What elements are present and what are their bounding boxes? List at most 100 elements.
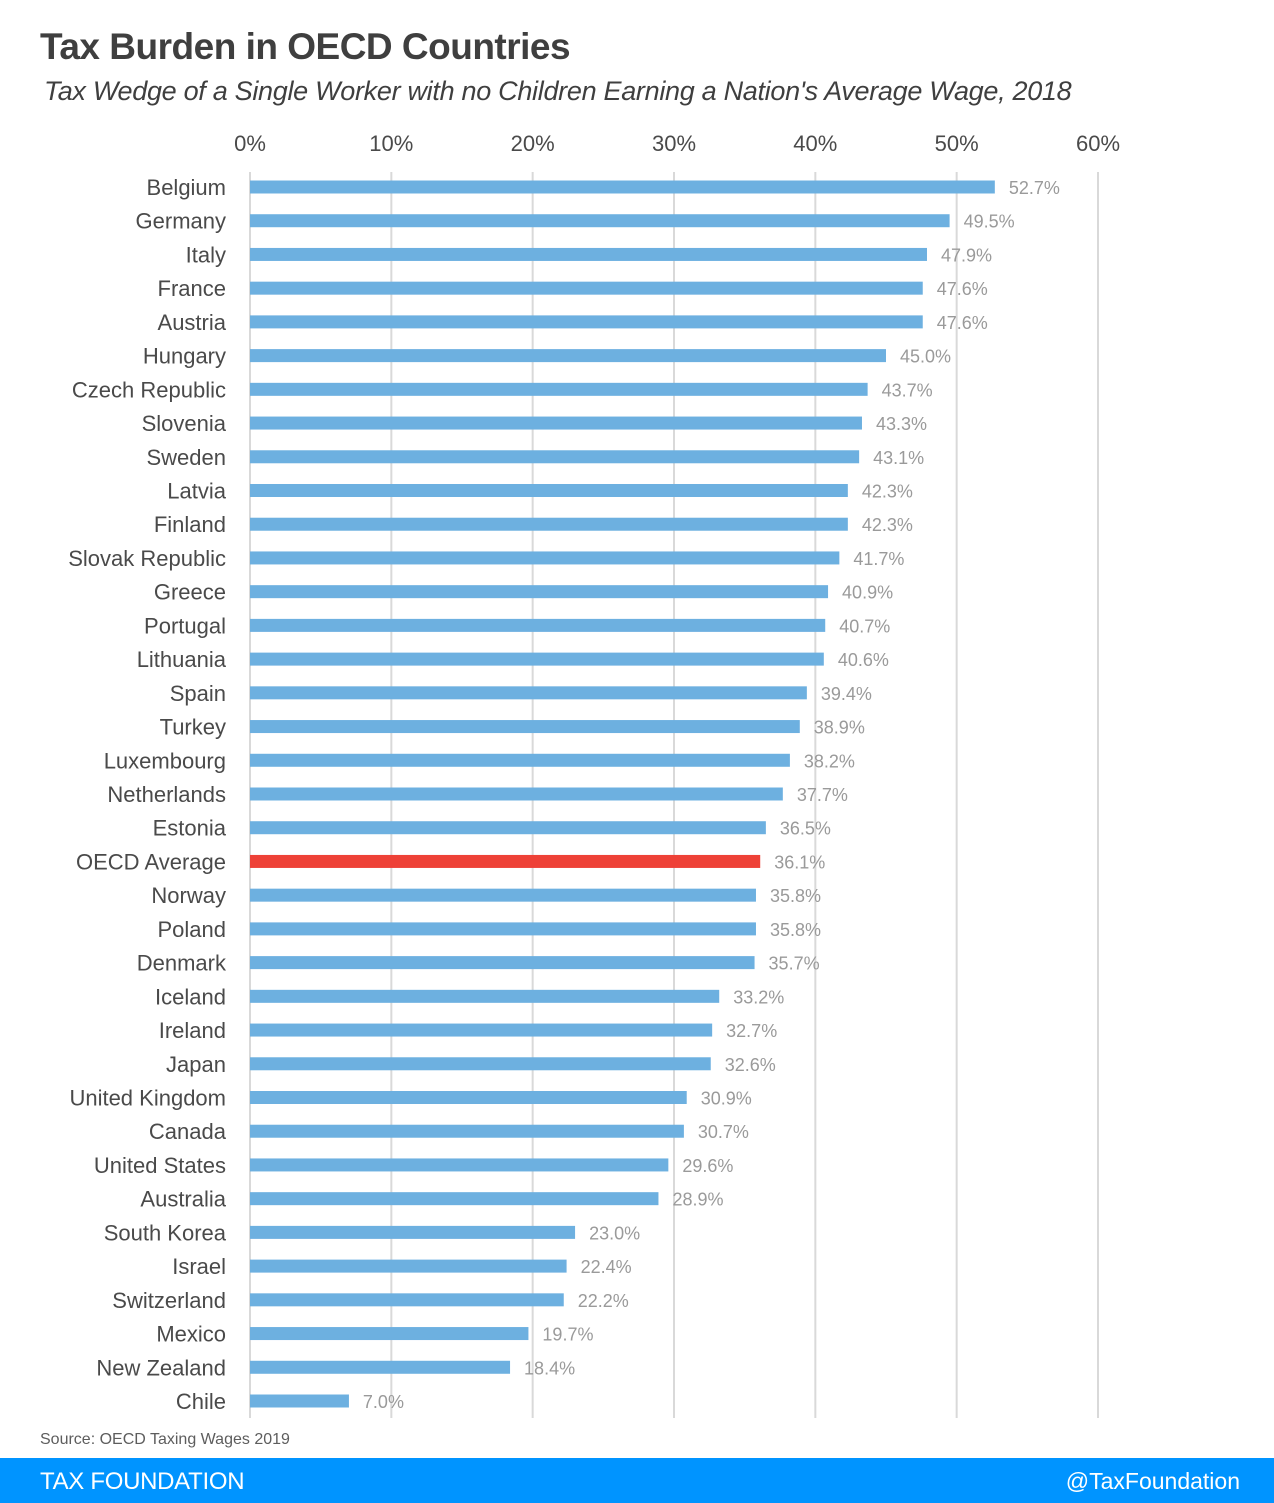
bar xyxy=(250,1225,576,1239)
bar xyxy=(250,686,807,700)
bar xyxy=(250,551,840,565)
bar xyxy=(250,1192,659,1206)
category-label: Italy xyxy=(186,242,226,267)
bars xyxy=(250,180,995,1408)
bar xyxy=(250,922,756,936)
category-label: Mexico xyxy=(156,1322,226,1347)
value-label: 36.5% xyxy=(780,819,831,839)
value-label: 40.9% xyxy=(842,583,893,603)
category-label: Iceland xyxy=(155,984,226,1009)
category-label: Luxembourg xyxy=(104,748,226,773)
category-label: Denmark xyxy=(137,951,227,976)
value-label: 29.6% xyxy=(682,1156,733,1176)
bar xyxy=(250,416,862,430)
bar xyxy=(250,1023,713,1037)
category-label: Latvia xyxy=(167,479,226,504)
value-label: 37.7% xyxy=(797,785,848,805)
bar xyxy=(250,517,848,531)
bar xyxy=(250,956,755,970)
bar xyxy=(250,484,848,497)
category-label: Sweden xyxy=(146,445,226,470)
category-label: Canada xyxy=(149,1119,227,1144)
value-label: 38.2% xyxy=(804,751,855,771)
category-label: Netherlands xyxy=(107,782,226,807)
bar xyxy=(250,1057,711,1071)
category-label: Switzerland xyxy=(112,1288,226,1313)
x-tick-label: 50% xyxy=(935,131,979,156)
bar xyxy=(250,787,783,801)
value-labels: 52.7% 49.5% 47.9% 47.6% 47.6% 45.0% 43.7% 43.3%… xyxy=(363,178,1060,1412)
category-label: Belgium xyxy=(147,175,226,200)
bar xyxy=(250,180,995,194)
bar xyxy=(250,585,829,599)
category-label: Chile xyxy=(176,1389,226,1414)
bar xyxy=(250,214,950,228)
value-label: 36.1% xyxy=(774,852,825,872)
x-axis-ticks: 0% 10% 20% 30% 40% 50% 60% xyxy=(234,131,1120,156)
category-label: South Korea xyxy=(104,1220,227,1245)
category-label: Poland xyxy=(157,917,226,942)
x-tick-label: 0% xyxy=(234,131,266,156)
category-label: Czech Republic xyxy=(72,377,226,402)
category-label: Austria xyxy=(158,310,227,335)
bar xyxy=(250,821,766,835)
bar xyxy=(250,1327,529,1341)
category-label: Norway xyxy=(151,883,226,908)
category-label: United States xyxy=(94,1153,226,1178)
bar xyxy=(250,652,824,666)
source-note: Source: OECD Taxing Wages 2019 xyxy=(40,1431,290,1448)
category-label: Finland xyxy=(154,512,226,537)
category-label: Portugal xyxy=(144,613,226,638)
value-label: 45.0% xyxy=(900,347,951,367)
bar xyxy=(250,349,886,363)
value-label: 22.4% xyxy=(581,1257,632,1277)
x-tick-label: 30% xyxy=(652,131,696,156)
bar xyxy=(250,1259,567,1273)
brand-name: TAX FOUNDATION xyxy=(40,1468,245,1495)
bar xyxy=(250,382,868,396)
x-tick-label: 10% xyxy=(369,131,413,156)
value-label: 33.2% xyxy=(733,987,784,1007)
bar xyxy=(250,1293,564,1307)
category-label: OECD Average xyxy=(76,849,226,874)
value-label: 43.3% xyxy=(876,414,927,434)
category-label: Lithuania xyxy=(137,647,227,672)
category-label: Israel xyxy=(172,1254,226,1279)
value-label: 32.7% xyxy=(726,1021,777,1041)
bar xyxy=(250,450,860,464)
value-label: 30.9% xyxy=(701,1089,752,1109)
value-label: 38.9% xyxy=(814,718,865,738)
value-label: 18.4% xyxy=(524,1358,575,1378)
bar xyxy=(250,1360,511,1374)
value-label: 22.2% xyxy=(578,1291,629,1311)
value-label: 52.7% xyxy=(1009,178,1060,198)
x-tick-label: 40% xyxy=(793,131,837,156)
bar xyxy=(250,720,800,734)
value-label: 42.3% xyxy=(862,515,913,535)
value-label: 23.0% xyxy=(589,1223,640,1243)
value-label: 7.0% xyxy=(363,1392,404,1412)
category-label: France xyxy=(158,276,226,301)
chart-subtitle: Tax Wedge of a Single Worker with no Chi… xyxy=(44,76,1072,106)
bar xyxy=(250,888,756,902)
x-tick-label: 60% xyxy=(1076,131,1120,156)
value-label: 32.6% xyxy=(725,1055,776,1075)
bar xyxy=(250,618,826,632)
category-labels: Belgium Germany Italy France Austria Hungary C… xyxy=(68,175,227,1414)
bar-chart: 0% 10% 20% 30% 40% 50% 60% Belgium Germany Italy… xyxy=(68,131,1120,1418)
x-tick-label: 20% xyxy=(511,131,555,156)
bar xyxy=(250,1394,349,1408)
value-label: 47.6% xyxy=(937,279,988,299)
category-label: Greece xyxy=(154,580,226,605)
value-label: 28.9% xyxy=(672,1190,723,1210)
value-label: 19.7% xyxy=(542,1325,593,1345)
category-label: Australia xyxy=(140,1187,226,1212)
value-label: 49.5% xyxy=(964,212,1015,232)
value-label: 35.8% xyxy=(770,886,821,906)
bar xyxy=(250,989,720,1003)
twitter-handle[interactable]: @TaxFoundation xyxy=(1065,1468,1240,1494)
value-label: 47.9% xyxy=(941,245,992,265)
value-label: 39.4% xyxy=(821,684,872,704)
value-label: 41.7% xyxy=(853,549,904,569)
bar xyxy=(250,1158,669,1172)
